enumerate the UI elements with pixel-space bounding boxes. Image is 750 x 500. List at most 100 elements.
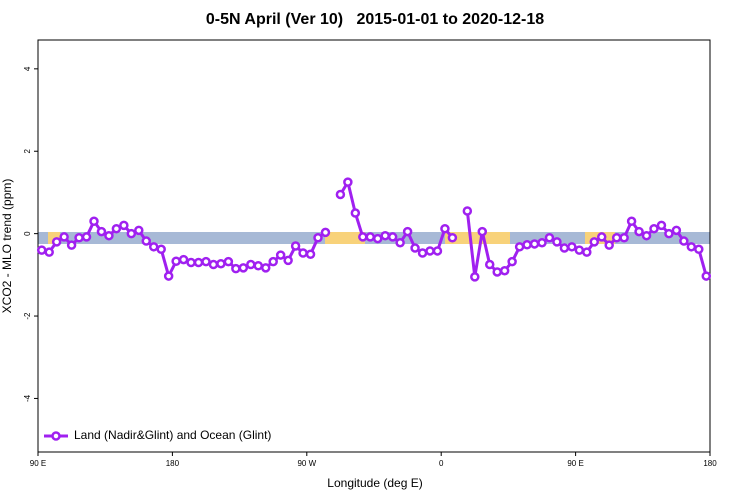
point [81, 232, 92, 242]
point [664, 228, 674, 239]
point [223, 256, 234, 267]
point [231, 263, 241, 274]
point [208, 259, 219, 270]
point [499, 265, 510, 276]
point [410, 243, 420, 253]
plot-frame [37, 39, 711, 453]
point [305, 249, 316, 259]
point [365, 232, 376, 242]
y-axis-label: XCO2 - MLO trend (ppm) [0, 179, 14, 314]
point [193, 257, 204, 268]
point [320, 227, 331, 238]
point [51, 237, 62, 247]
point [484, 259, 495, 270]
y-tick-label: 2 [23, 148, 32, 153]
point [492, 267, 502, 277]
point [626, 216, 637, 227]
point [619, 233, 629, 243]
point [126, 228, 137, 239]
point [141, 236, 152, 246]
point [611, 233, 622, 243]
point [514, 242, 525, 252]
point [260, 263, 271, 273]
point [178, 254, 189, 265]
point [507, 256, 517, 267]
point [216, 258, 226, 269]
x-tick-label: 180 [703, 459, 717, 468]
point [66, 240, 77, 250]
point [186, 257, 196, 268]
point [447, 233, 458, 243]
point [552, 237, 562, 247]
point [96, 226, 107, 237]
point [395, 237, 405, 248]
y-tick-label: 4 [23, 66, 32, 71]
point [477, 226, 488, 237]
point [432, 246, 443, 256]
point [268, 256, 278, 267]
point [582, 247, 592, 257]
point [604, 240, 614, 250]
point [372, 233, 383, 244]
point [298, 248, 308, 258]
point [36, 245, 47, 255]
point [104, 230, 114, 241]
point [462, 206, 473, 216]
point [387, 232, 398, 242]
point [537, 237, 547, 248]
point [283, 255, 293, 266]
point [380, 230, 390, 241]
point [246, 259, 256, 270]
x-tick-label: 90 E [30, 459, 46, 468]
point [343, 177, 353, 187]
point [238, 263, 249, 273]
chart-title: 0-5N April (Ver 10) 2015-01-01 to 2020-1… [206, 11, 544, 28]
point [417, 248, 428, 258]
point [470, 272, 480, 282]
legend-marker [51, 431, 61, 441]
point [567, 242, 577, 252]
point [163, 271, 174, 281]
point [74, 233, 84, 243]
point [522, 240, 532, 250]
point [529, 239, 540, 249]
y-tick-label: -2 [23, 312, 32, 320]
point [425, 246, 435, 256]
point [641, 230, 652, 241]
point [589, 237, 600, 247]
x-tick-label: 0 [439, 459, 444, 468]
point [671, 225, 682, 236]
x-tick-label: 90 W [297, 459, 316, 468]
land-band [325, 232, 365, 244]
point [119, 220, 129, 231]
point [634, 226, 644, 237]
point [111, 223, 122, 234]
point [201, 256, 211, 267]
land-band [445, 232, 510, 244]
point [358, 232, 368, 242]
point [686, 242, 697, 252]
point [559, 243, 570, 253]
point [89, 216, 99, 227]
point [679, 236, 689, 246]
point [335, 189, 346, 200]
point [596, 232, 607, 242]
x-axis-label: Longitude (deg E) [327, 476, 422, 490]
point [694, 244, 704, 255]
point [313, 233, 323, 243]
legend-item: Land (Nadir&Glint) and Ocean (Glint) [44, 428, 271, 442]
point [171, 256, 181, 266]
point [134, 225, 144, 236]
point [59, 232, 69, 242]
y-tick-label: -4 [23, 394, 32, 402]
point [148, 242, 159, 252]
point [544, 233, 555, 243]
y-tick-label: 0 [23, 231, 32, 236]
point [440, 223, 450, 234]
point [44, 247, 54, 257]
point [656, 220, 667, 231]
point [402, 226, 413, 237]
point [350, 208, 361, 218]
